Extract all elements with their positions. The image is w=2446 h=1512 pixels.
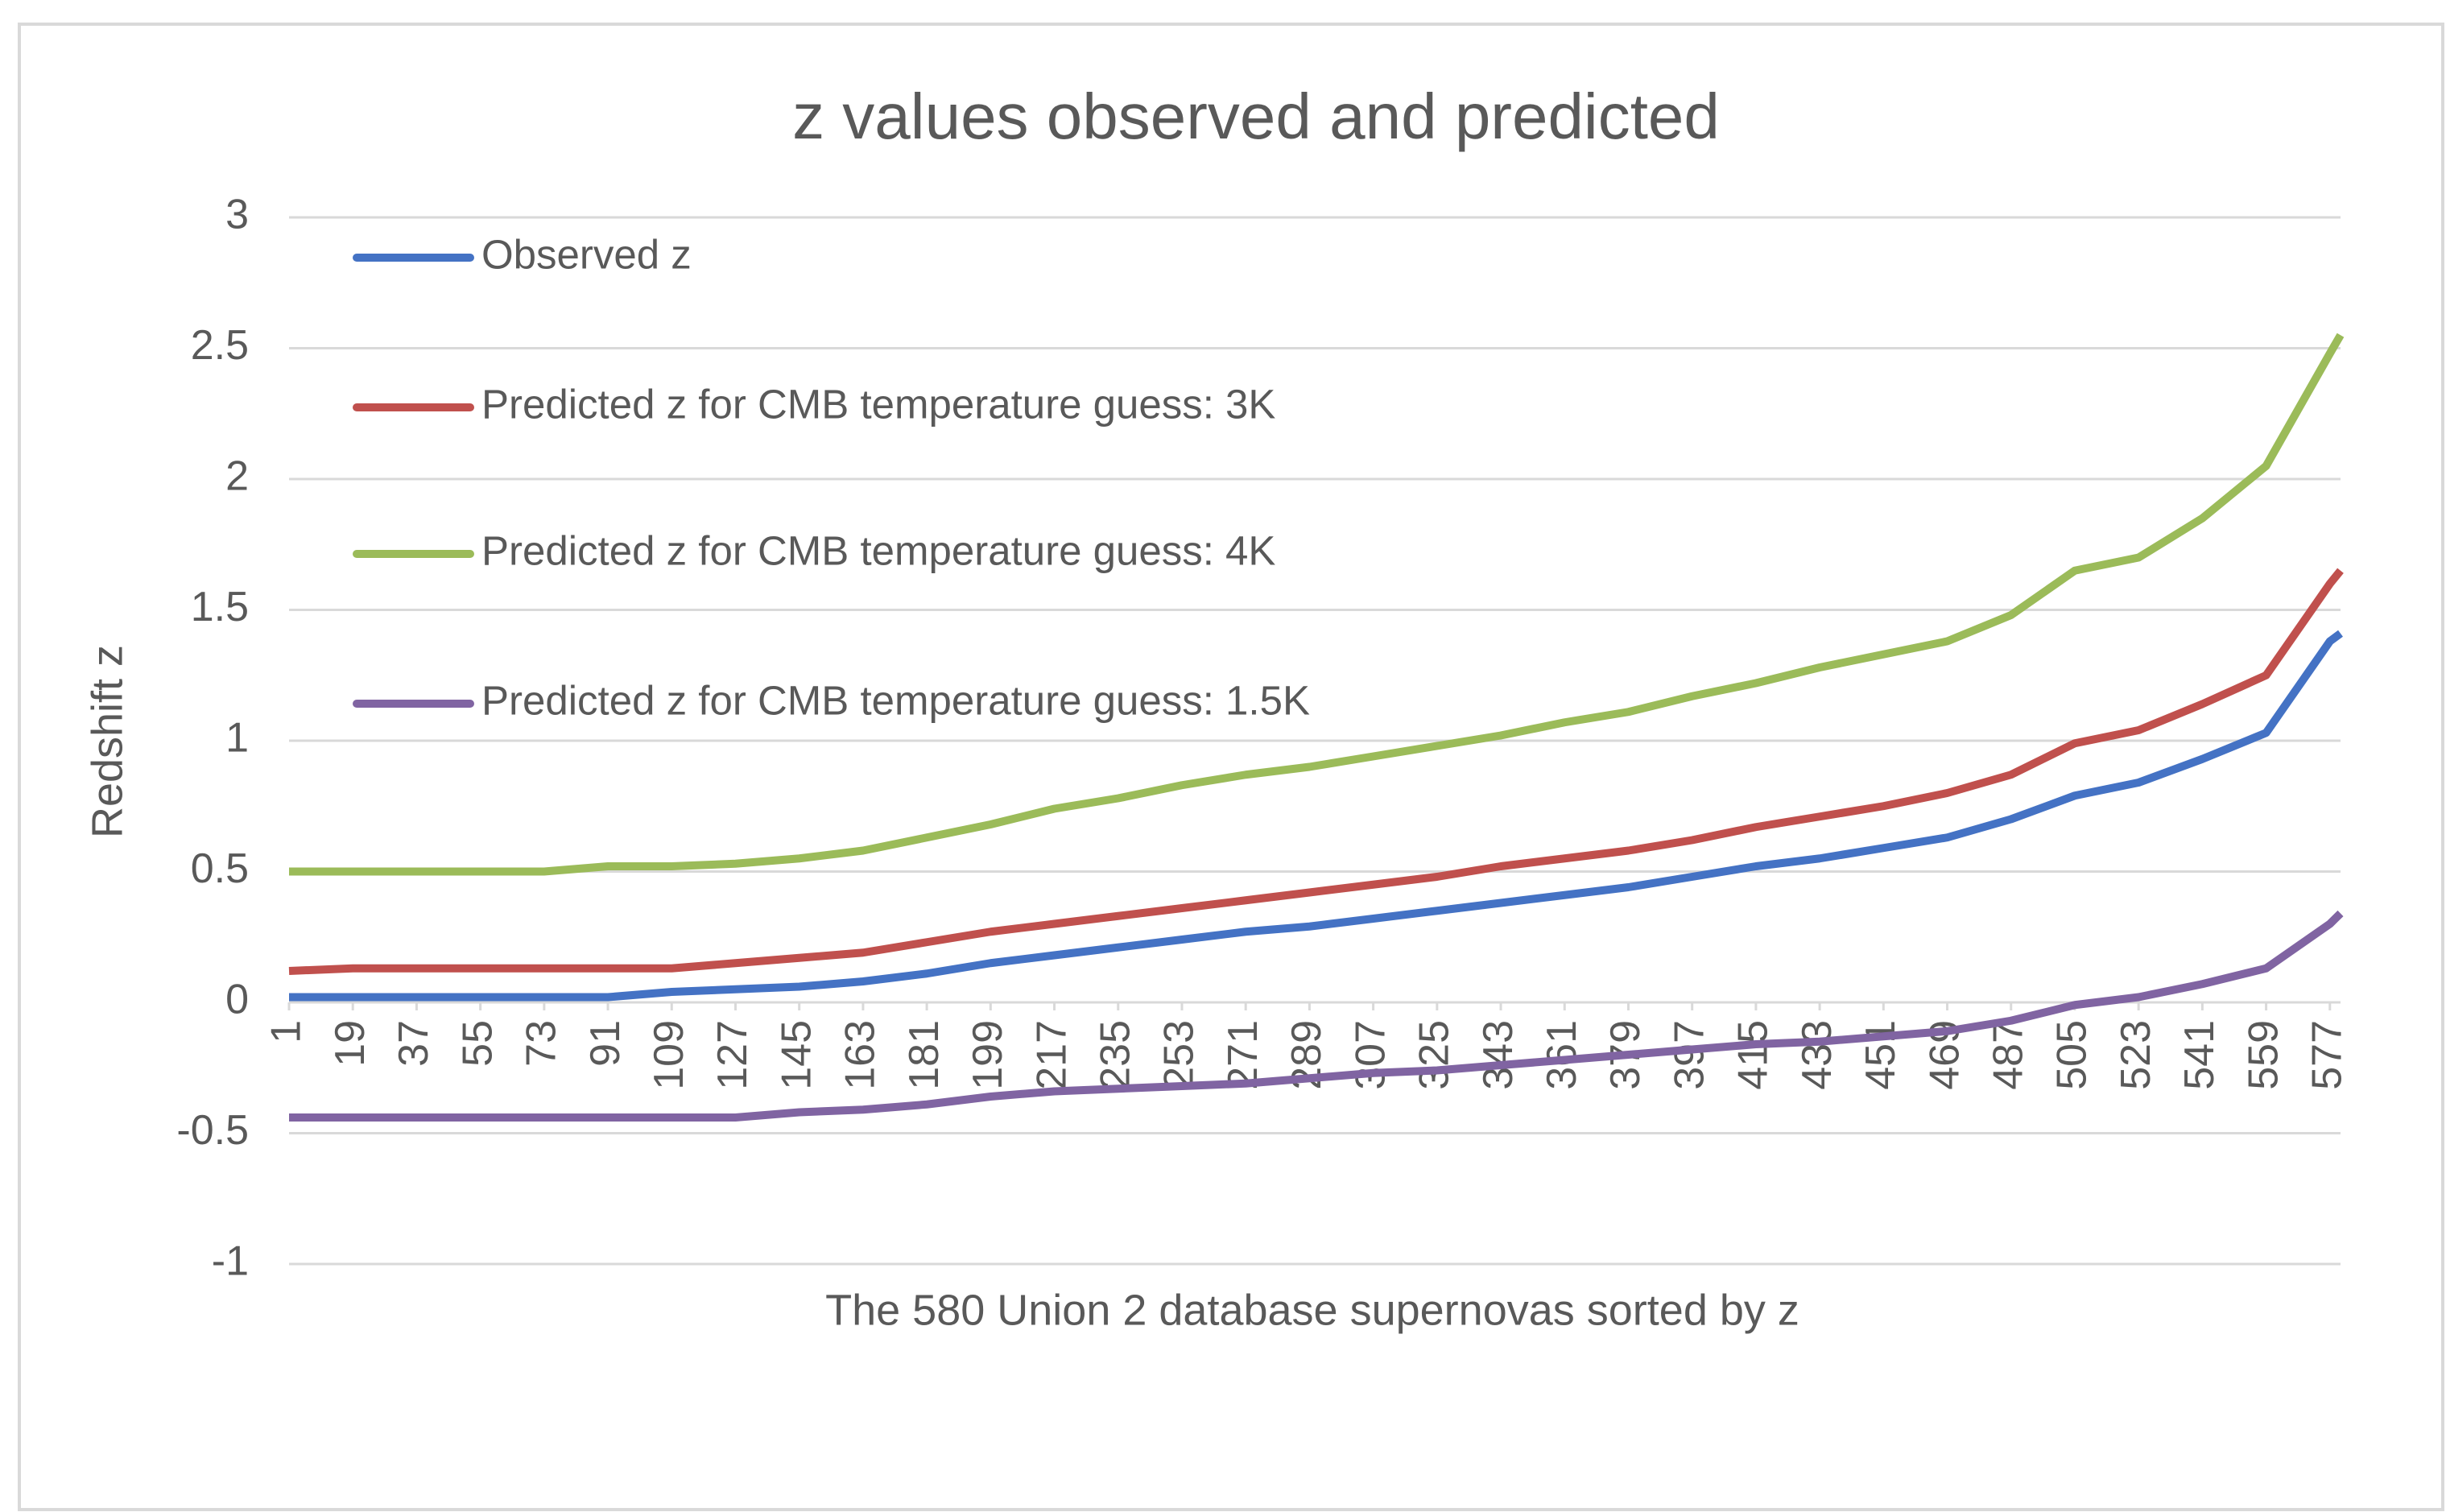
- y-tick-label: 3: [225, 192, 249, 238]
- x-tick-label: 235: [1092, 1020, 1138, 1090]
- x-tick-label: 181: [901, 1020, 948, 1090]
- x-tick-label: 1: [263, 1020, 310, 1043]
- series-line: [289, 910, 2344, 1122]
- x-tick-label: 217: [1028, 1020, 1075, 1090]
- x-tick-label: 487: [1985, 1020, 2031, 1090]
- legend-label: Observed z: [481, 231, 692, 277]
- x-tick-label: 343: [1475, 1020, 1522, 1090]
- x-tick-label: 73: [519, 1020, 565, 1067]
- x-tick-label: 163: [837, 1020, 884, 1090]
- series-line: [288, 568, 2344, 975]
- y-tick-label: -1: [212, 1238, 249, 1285]
- series-line: [289, 630, 2343, 1002]
- y-tick-label: 2.5: [191, 322, 249, 369]
- x-tick-label: 91: [582, 1020, 629, 1067]
- y-tick-label: 2: [225, 453, 249, 500]
- legend-label: Predicted z for CMB temperature guess: 4…: [481, 527, 1275, 573]
- x-tick-label: 505: [2049, 1020, 2096, 1090]
- x-tick-label: 19: [327, 1020, 374, 1067]
- y-tick-label: -0.5: [176, 1107, 249, 1154]
- y-tick-label: 0.5: [191, 845, 249, 892]
- x-tick-label: 523: [2113, 1020, 2159, 1090]
- x-tick-label: 127: [709, 1020, 756, 1090]
- x-tick-label: 271: [1220, 1020, 1266, 1090]
- x-tick-label: 415: [1730, 1020, 1777, 1090]
- x-tick-label: 433: [1794, 1020, 1841, 1090]
- y-tick-label: 0: [225, 977, 249, 1023]
- legend-label: Predicted z for CMB temperature guess: 3…: [481, 381, 1275, 427]
- x-tick-label: 397: [1666, 1020, 1713, 1090]
- x-tick-label: 37: [390, 1020, 437, 1067]
- series-line: [289, 333, 2345, 876]
- x-tick-label: 541: [2176, 1020, 2223, 1090]
- x-tick-label: 307: [1347, 1020, 1394, 1090]
- x-tick-label: 559: [2240, 1020, 2287, 1090]
- y-tick-label: 1.5: [191, 584, 249, 630]
- chart-border: [18, 23, 2444, 1511]
- x-tick-label: 577: [2304, 1020, 2351, 1090]
- x-tick-label: 451: [1857, 1020, 1904, 1090]
- x-tick-label: 109: [646, 1020, 692, 1090]
- chart-title: z values observed and predicted: [792, 81, 1720, 152]
- x-axis-title: The 580 Union 2 database supernovas sort…: [825, 1286, 1799, 1334]
- x-tick-label: 325: [1411, 1020, 1458, 1090]
- x-tick-label: 253: [1156, 1020, 1203, 1090]
- x-tick-label: 199: [965, 1020, 1011, 1090]
- x-tick-label: 55: [454, 1020, 501, 1067]
- y-tick-label: 1: [225, 715, 249, 762]
- y-axis-title: Redshift z: [83, 645, 131, 838]
- x-tick-label: 145: [773, 1020, 820, 1090]
- legend-label: Predicted z for CMB temperature guess: 1…: [481, 677, 1310, 723]
